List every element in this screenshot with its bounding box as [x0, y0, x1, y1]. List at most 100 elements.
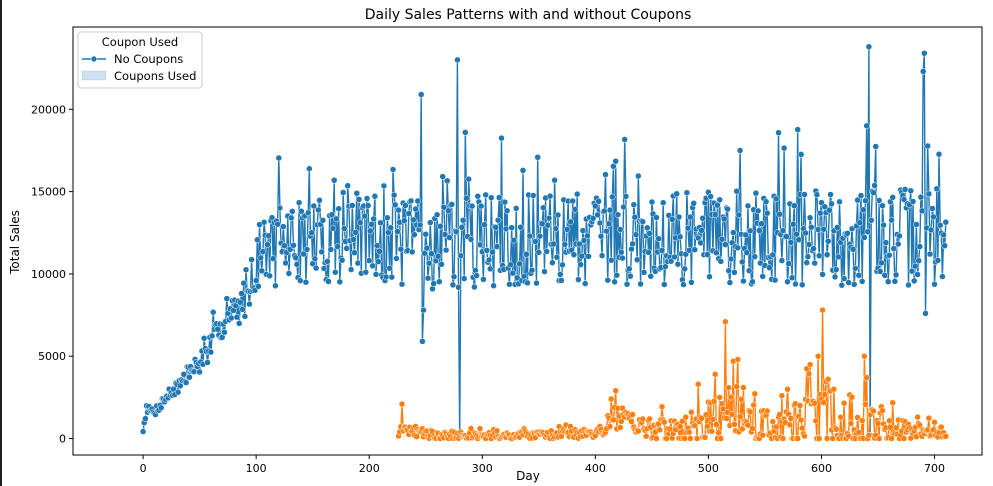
y-tick-label: 20000	[31, 103, 66, 116]
data-point	[878, 259, 885, 267]
data-point	[658, 403, 666, 411]
data-point	[424, 274, 432, 282]
data-point	[815, 435, 823, 442]
data-point	[361, 212, 368, 220]
data-point	[942, 433, 950, 440]
data-point	[778, 392, 786, 399]
data-point	[343, 245, 350, 252]
data-point	[750, 401, 757, 409]
data-point	[661, 281, 668, 288]
data-point	[376, 248, 383, 255]
data-point	[716, 394, 723, 401]
data-point	[612, 387, 619, 395]
data-point	[223, 295, 231, 302]
data-point	[653, 214, 660, 221]
data-point	[618, 248, 625, 256]
data-point	[486, 265, 494, 273]
data-point	[241, 313, 249, 320]
data-point	[186, 374, 193, 381]
data-point	[682, 413, 690, 421]
y-tick-label: 10000	[31, 268, 66, 281]
data-point	[458, 224, 466, 231]
data-point	[806, 214, 814, 221]
data-point	[805, 241, 813, 248]
data-point	[476, 425, 484, 432]
data-point	[523, 251, 530, 258]
data-point	[410, 216, 417, 224]
data-point	[579, 227, 587, 234]
data-point	[341, 225, 348, 232]
data-point	[303, 246, 311, 253]
data-point	[204, 359, 211, 366]
data-point	[688, 408, 695, 416]
data-point	[612, 157, 619, 165]
data-point	[861, 352, 868, 360]
data-point	[436, 278, 443, 285]
data-point	[709, 416, 717, 423]
data-point	[826, 206, 833, 214]
data-point	[532, 238, 539, 245]
data-point	[779, 435, 787, 442]
data-point	[845, 279, 852, 286]
data-point	[425, 259, 433, 267]
data-point	[611, 278, 618, 286]
data-point	[412, 205, 419, 213]
data-point	[646, 230, 653, 237]
data-point	[300, 250, 307, 258]
data-point	[306, 165, 313, 172]
data-point	[786, 421, 794, 429]
data-point	[629, 411, 636, 418]
data-point	[720, 215, 728, 223]
data-point	[870, 189, 877, 196]
data-point	[668, 216, 676, 223]
data-point	[792, 280, 799, 288]
data-point	[685, 428, 693, 436]
y-tick-label: 15000	[31, 186, 66, 199]
data-point	[727, 393, 735, 401]
data-point	[272, 282, 279, 290]
data-point	[604, 276, 612, 284]
data-point	[852, 265, 859, 272]
data-point	[492, 224, 500, 231]
data-point	[752, 189, 760, 197]
data-point	[772, 195, 780, 203]
data-point	[482, 191, 489, 199]
data-point	[784, 386, 791, 393]
data-point	[349, 202, 356, 209]
data-point	[915, 257, 922, 264]
data-point	[834, 224, 841, 231]
data-point	[450, 273, 458, 281]
data-point	[710, 398, 718, 405]
data-point	[540, 204, 547, 211]
data-point	[726, 279, 734, 286]
data-point	[713, 421, 720, 428]
data-point	[308, 229, 315, 236]
data-point	[407, 197, 415, 205]
data-point	[725, 384, 732, 391]
data-point	[875, 197, 883, 204]
data-point	[675, 213, 683, 221]
data-point	[578, 252, 586, 260]
data-point	[438, 261, 445, 268]
data-point	[554, 211, 562, 219]
x-axis-label: Day	[516, 469, 540, 483]
data-point	[724, 205, 731, 213]
data-point	[584, 232, 591, 240]
data-point	[864, 228, 872, 236]
data-point	[242, 266, 250, 274]
data-point	[483, 247, 491, 254]
data-point	[347, 266, 355, 273]
data-point	[706, 273, 713, 280]
data-point	[502, 225, 510, 233]
data-point	[798, 281, 806, 289]
data-point	[819, 271, 826, 278]
data-point	[354, 259, 362, 267]
data-point	[238, 290, 245, 297]
data-point	[647, 273, 654, 280]
data-point	[942, 218, 950, 226]
data-point	[182, 379, 190, 386]
data-point	[477, 202, 485, 210]
data-point	[797, 416, 805, 424]
data-point	[778, 257, 786, 264]
data-point	[784, 278, 791, 286]
